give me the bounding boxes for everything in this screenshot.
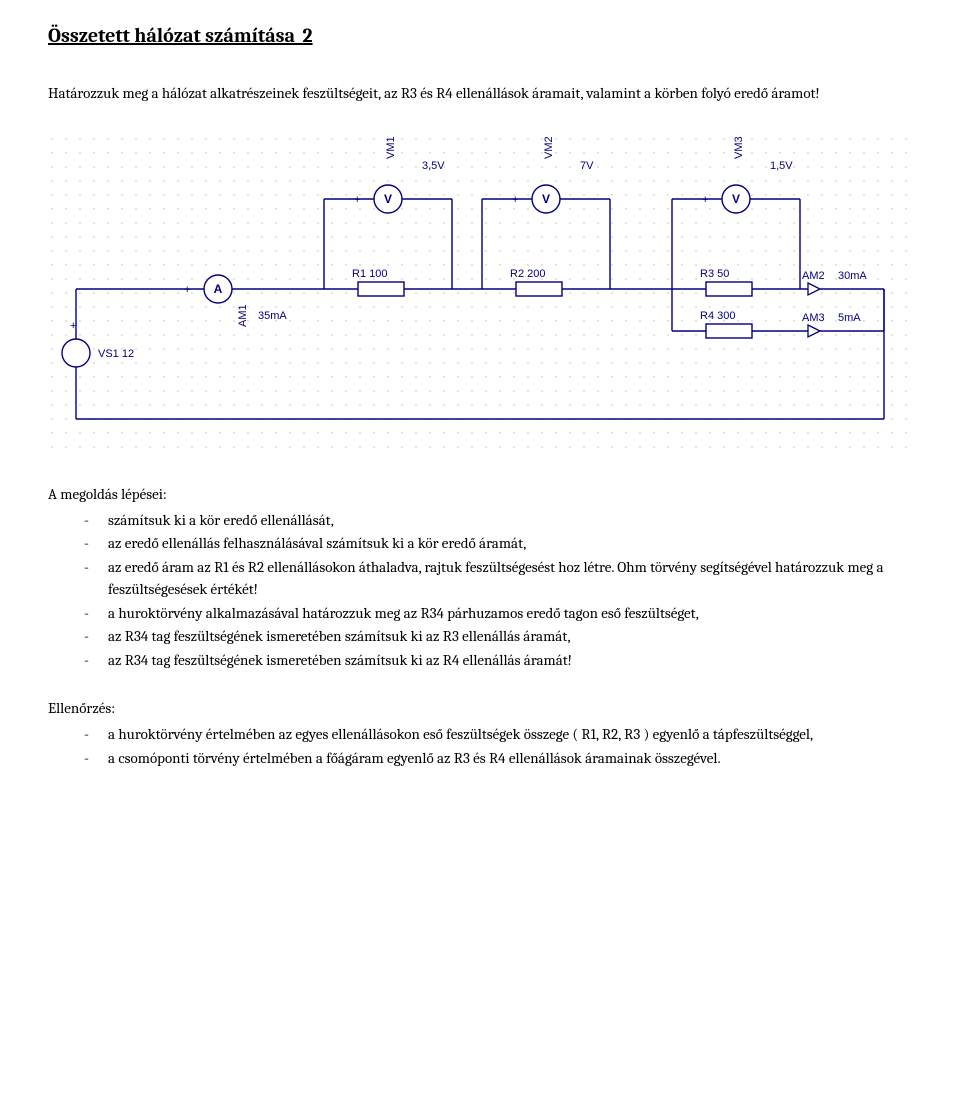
check-heading: Ellenőrzés:: [48, 699, 912, 717]
svg-text:VM1: VM1: [385, 136, 397, 159]
list-item: az R34 tag feszültségének ismeretében sz…: [84, 625, 912, 648]
list-item: számítsuk ki a kör eredő ellenállását,: [84, 509, 912, 532]
svg-text:R4 300: R4 300: [700, 310, 735, 322]
list-item: az R34 tag feszültségének ismeretében sz…: [84, 649, 912, 672]
svg-text:+: +: [70, 320, 76, 332]
intro-text: Határozzuk meg a hálózat alkatrészeinek …: [48, 83, 912, 105]
circuit-diagram: + VS1 12 A + AM1 35mA R1 100 R2 200 R3 50 AM2 30mA…: [48, 129, 912, 449]
svg-text:3,5V: 3,5V: [422, 160, 445, 172]
list-item: a huroktörvény értelmében az egyes ellen…: [84, 723, 912, 746]
svg-text:R3 50: R3 50: [700, 268, 729, 280]
svg-text:AM3: AM3: [802, 312, 825, 324]
steps-heading: A megoldás lépései:: [48, 485, 912, 503]
svg-text:R2 200: R2 200: [510, 268, 545, 280]
svg-text:A: A: [214, 282, 223, 296]
svg-text:30mA: 30mA: [838, 270, 867, 282]
page-title: Összetett hálózat számítása_2: [48, 24, 912, 47]
svg-text:+: +: [512, 194, 518, 206]
svg-text:7V: 7V: [580, 160, 594, 172]
svg-text:35mA: 35mA: [258, 310, 287, 322]
svg-text:V: V: [542, 192, 550, 206]
svg-text:V: V: [384, 192, 392, 206]
list-item: a csomóponti törvény értelmében a főágár…: [84, 747, 912, 770]
svg-text:AM2: AM2: [802, 270, 825, 282]
svg-text:V: V: [732, 192, 740, 206]
svg-text:R1 100: R1 100: [352, 268, 387, 280]
svg-text:AM1: AM1: [237, 304, 249, 327]
svg-text:VS1 12: VS1 12: [98, 348, 134, 360]
svg-text:1,5V: 1,5V: [770, 160, 793, 172]
checks-list: a huroktörvény értelmében az egyes ellen…: [48, 723, 912, 769]
svg-text:+: +: [184, 284, 190, 296]
svg-text:+: +: [354, 194, 360, 206]
svg-text:VM3: VM3: [733, 136, 745, 159]
list-item: az eredő ellenállás felhasználásával szá…: [84, 532, 912, 555]
list-item: a huroktörvény alkalmazásával határozzuk…: [84, 602, 912, 625]
list-item: az eredő áram az R1 és R2 ellenállásokon…: [84, 556, 912, 601]
svg-text:VM2: VM2: [543, 136, 555, 159]
steps-list: számítsuk ki a kör eredő ellenállását,az…: [48, 509, 912, 672]
svg-text:5mA: 5mA: [838, 312, 861, 324]
svg-text:+: +: [702, 194, 708, 206]
